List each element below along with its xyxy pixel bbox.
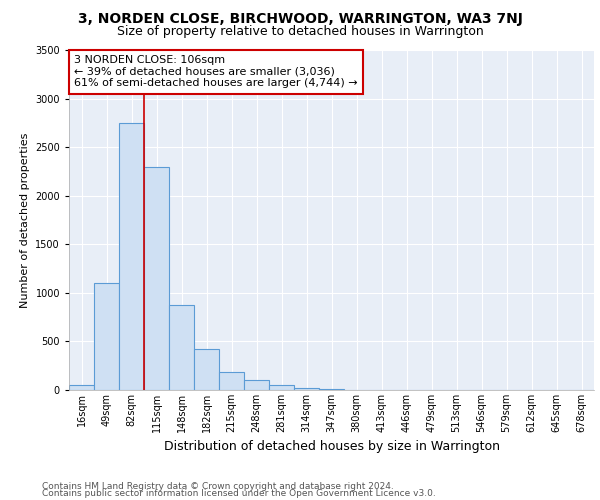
Bar — [319, 389, 344, 390]
Bar — [269, 385, 294, 390]
Bar — [169, 305, 194, 390]
Text: Contains HM Land Registry data © Crown copyright and database right 2024.: Contains HM Land Registry data © Crown c… — [42, 482, 394, 491]
Bar — [294, 388, 319, 390]
Bar — [219, 372, 244, 390]
X-axis label: Distribution of detached houses by size in Warrington: Distribution of detached houses by size … — [163, 440, 499, 454]
Bar — [94, 283, 119, 390]
Bar — [119, 123, 144, 390]
Bar — [244, 380, 269, 390]
Text: Size of property relative to detached houses in Warrington: Size of property relative to detached ho… — [116, 25, 484, 38]
Text: 3 NORDEN CLOSE: 106sqm
← 39% of detached houses are smaller (3,036)
61% of semi-: 3 NORDEN CLOSE: 106sqm ← 39% of detached… — [74, 55, 358, 88]
Text: 3, NORDEN CLOSE, BIRCHWOOD, WARRINGTON, WA3 7NJ: 3, NORDEN CLOSE, BIRCHWOOD, WARRINGTON, … — [77, 12, 523, 26]
Bar — [194, 349, 219, 390]
Y-axis label: Number of detached properties: Number of detached properties — [20, 132, 29, 308]
Bar — [144, 166, 169, 390]
Text: Contains public sector information licensed under the Open Government Licence v3: Contains public sector information licen… — [42, 489, 436, 498]
Bar — [69, 385, 94, 390]
